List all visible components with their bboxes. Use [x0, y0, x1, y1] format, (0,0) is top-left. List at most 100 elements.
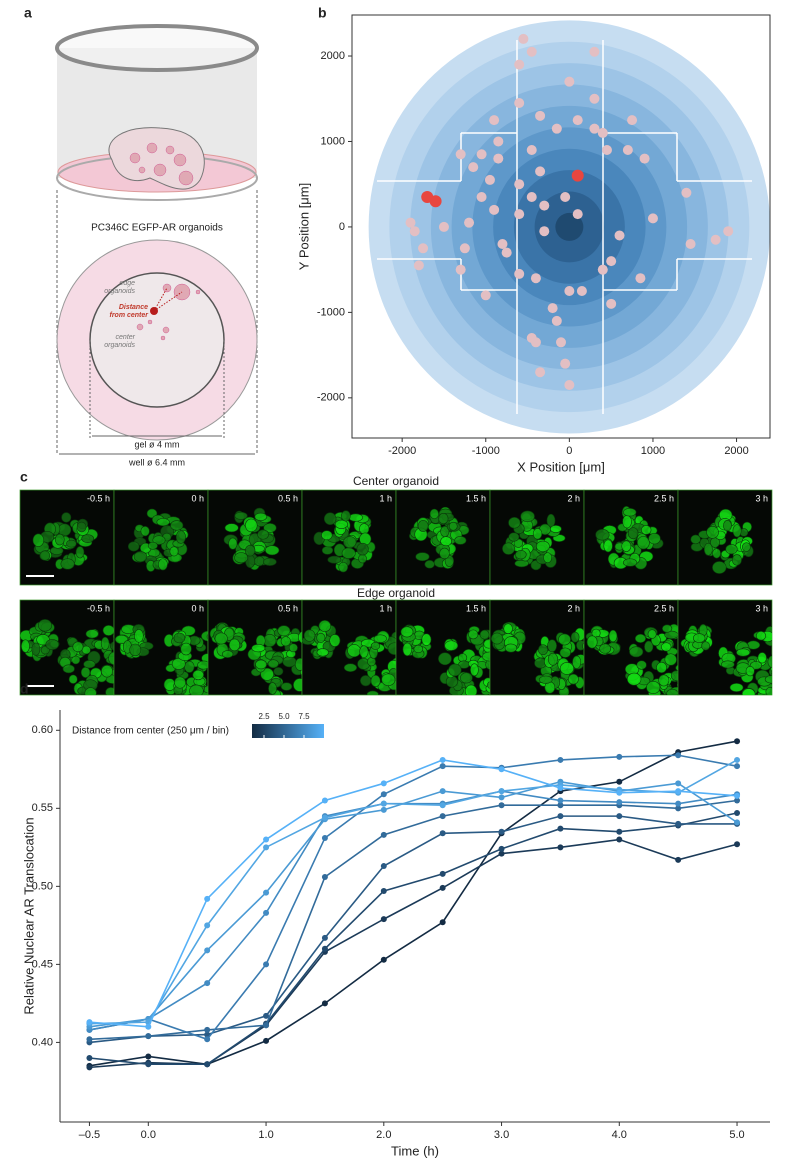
series-line [89, 740, 738, 1067]
cell [712, 548, 721, 559]
cell [251, 643, 266, 653]
distance-label: from center [109, 312, 149, 319]
cell [31, 642, 41, 656]
cell [658, 674, 670, 687]
y-tick-label: 0.45 [32, 958, 53, 970]
cell [559, 662, 574, 675]
organoid-point [551, 123, 562, 134]
cell [228, 537, 238, 550]
series-point [675, 805, 682, 812]
cell [370, 674, 381, 687]
series-point [321, 797, 328, 804]
cells [585, 623, 678, 695]
cell [263, 557, 277, 566]
cell [690, 534, 701, 545]
x-tick-label: 4.0 [612, 1129, 627, 1141]
cell [171, 658, 186, 670]
cell [184, 660, 195, 673]
cell [108, 651, 114, 665]
organoid-point [571, 169, 584, 182]
cell [293, 678, 302, 692]
cell [318, 620, 332, 632]
cell [634, 633, 647, 643]
cell [341, 547, 356, 559]
cell [764, 675, 772, 684]
series-point [734, 792, 741, 799]
series-point [557, 756, 564, 763]
cell [100, 636, 110, 651]
cell [201, 630, 208, 642]
series-point [86, 1036, 93, 1043]
cell [424, 560, 435, 569]
cell [438, 513, 449, 525]
cell [224, 523, 239, 533]
cell [81, 534, 95, 543]
cell [400, 626, 414, 638]
cell [664, 653, 677, 666]
cell [189, 684, 204, 695]
cell [39, 550, 51, 561]
y-axis-label: Y Position [μm] [296, 183, 311, 270]
zone-ring [555, 212, 584, 241]
series-point [734, 797, 741, 804]
cell [175, 530, 186, 544]
series-point [498, 788, 505, 795]
cell [101, 664, 113, 678]
cell [504, 643, 518, 653]
series-line [89, 790, 738, 1031]
cell [664, 630, 678, 640]
cell [72, 641, 84, 653]
cell [626, 672, 642, 686]
cell [767, 655, 772, 669]
cell [666, 688, 678, 695]
organoid-point [685, 239, 696, 250]
cell [366, 690, 379, 695]
cell [234, 552, 249, 564]
time-label: 0 h [191, 493, 204, 503]
series-point [557, 825, 564, 832]
organoid-point [480, 290, 491, 301]
cell [549, 525, 562, 533]
cell [706, 525, 719, 539]
time-label: 2.5 h [654, 493, 674, 503]
series-point [498, 794, 505, 801]
organoid-point [589, 46, 600, 57]
cell [559, 647, 571, 658]
cell [321, 546, 334, 555]
organoid-point [560, 192, 571, 203]
cell [102, 624, 114, 636]
series-line [89, 838, 738, 1069]
cells [595, 505, 664, 570]
cell [201, 653, 208, 664]
cells [20, 619, 114, 695]
panel-label: a [24, 5, 32, 21]
series-point [263, 889, 270, 896]
organoid-point [572, 115, 583, 126]
panel-label: d [20, 681, 29, 697]
cell [300, 668, 302, 676]
organoids [129, 142, 194, 186]
cell [370, 642, 381, 650]
cell [781, 655, 792, 667]
time-label: 3 h [755, 493, 768, 503]
cell [267, 659, 279, 669]
organoid-point [489, 115, 500, 126]
cell [417, 519, 429, 532]
organoid-point [681, 187, 692, 198]
cell [114, 634, 128, 645]
series-point [557, 785, 564, 792]
series-line [89, 812, 738, 1066]
organoid-point [551, 315, 562, 326]
cell [245, 518, 258, 533]
series-point [616, 799, 623, 806]
organoid-point [497, 239, 508, 250]
organoid-point [514, 209, 525, 220]
cell [486, 681, 490, 689]
organoid-point [576, 286, 587, 297]
cell [675, 664, 678, 672]
cell [152, 535, 166, 545]
cell [603, 539, 613, 553]
cell [75, 546, 85, 559]
cell [636, 660, 647, 670]
cell [338, 561, 349, 573]
